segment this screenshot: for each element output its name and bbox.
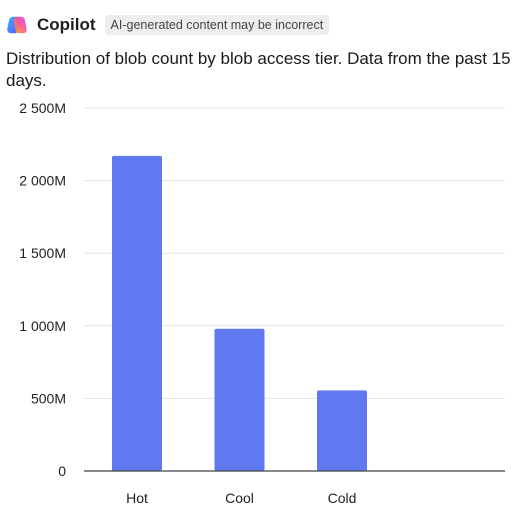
x-tick-label: Hot: [126, 490, 148, 506]
y-tick-label: 0: [58, 463, 66, 479]
x-tick-label: Cool: [225, 490, 254, 506]
x-tick-label: Cold: [328, 490, 357, 506]
bar-cold: [317, 390, 367, 471]
y-tick-label: 1 500M: [19, 245, 66, 261]
y-tick-label: 2 000M: [19, 173, 66, 189]
y-tick-label: 1 000M: [19, 318, 66, 334]
bar-cool: [215, 329, 265, 471]
y-tick-label: 2 500M: [19, 100, 66, 116]
y-tick-label: 500M: [31, 390, 66, 406]
bar-hot: [112, 156, 162, 471]
